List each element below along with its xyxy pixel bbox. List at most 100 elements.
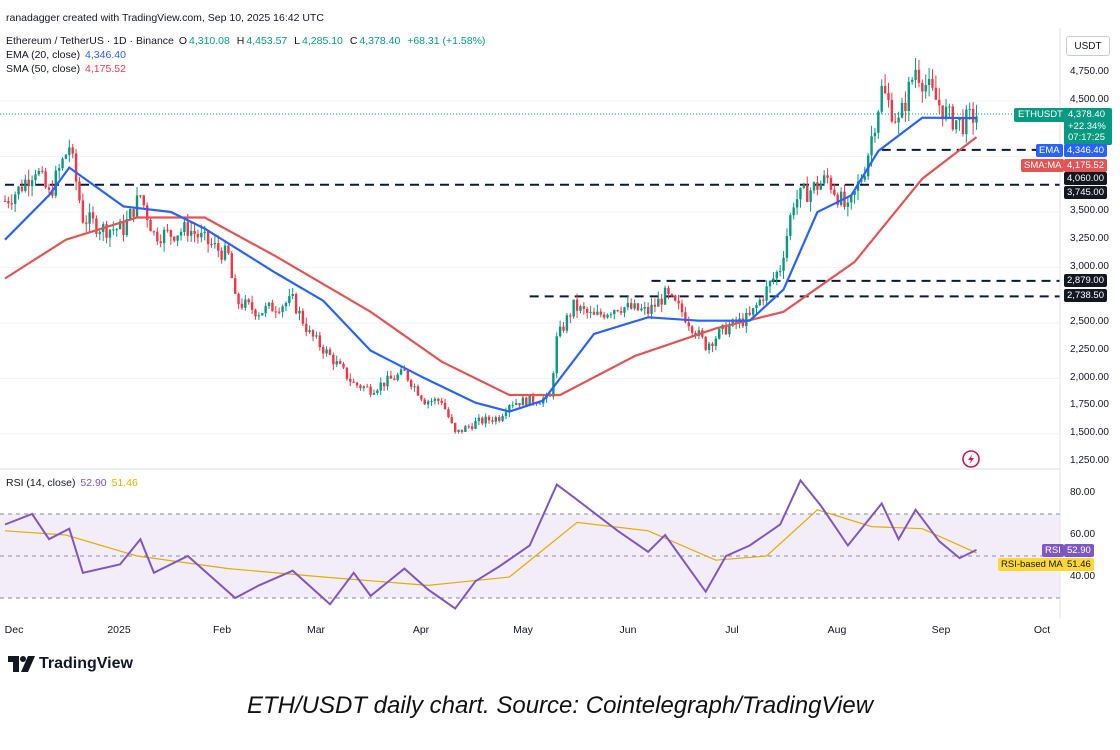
candle-body <box>704 336 707 350</box>
candle-body <box>325 349 328 354</box>
candle-body <box>802 184 806 188</box>
level-3745-badge: 3,745.00 <box>1064 186 1107 199</box>
candle-body <box>873 132 877 137</box>
sma-legend-name: SMA (50, close) <box>6 63 81 75</box>
candle-body <box>203 231 206 233</box>
candle-body <box>291 294 294 297</box>
candle-body <box>416 386 420 396</box>
candle-body <box>829 177 833 190</box>
price-tick: 3,000.00 <box>1070 261 1109 272</box>
candle-body <box>389 375 393 379</box>
candle-body <box>460 429 464 432</box>
chart-caption: ETH/USDT daily chart. Source: Cointelegr… <box>246 692 874 719</box>
candle-body <box>728 325 731 335</box>
candle-body <box>223 245 227 260</box>
candle-body <box>179 231 183 236</box>
candle-body <box>853 190 856 195</box>
candle-body <box>379 382 382 391</box>
candle-body <box>118 221 122 230</box>
candle-body <box>822 175 826 184</box>
rsi-path <box>4 478 977 610</box>
high-value: 4,453.57 <box>246 35 288 47</box>
candle-body <box>81 200 85 223</box>
candles <box>3 58 978 434</box>
candle-body <box>880 86 883 112</box>
candle-body <box>420 395 423 400</box>
candle-body <box>504 412 508 417</box>
price-tick: 1,500.00 <box>1070 427 1109 438</box>
rsi-ma-path <box>4 509 977 587</box>
candle-body <box>596 311 599 315</box>
candle-body <box>24 179 27 191</box>
candle-body <box>762 299 765 301</box>
candle-body <box>646 306 650 314</box>
candle-body <box>758 299 762 306</box>
sma-legend[interactable]: SMA (50, close) 4,175.52 <box>6 63 128 75</box>
candle-body <box>768 281 772 287</box>
candle-body <box>714 338 718 346</box>
candle-body <box>826 175 829 178</box>
candle-body <box>186 222 189 236</box>
price-tick: 2,000.00 <box>1070 372 1109 383</box>
candle-body <box>200 232 203 238</box>
candle-body <box>125 218 129 236</box>
candle-body <box>250 302 254 310</box>
candle-body <box>149 219 152 232</box>
candle-body <box>294 294 298 314</box>
candle-body <box>491 420 494 422</box>
candle-body <box>372 393 376 395</box>
candle-body <box>34 174 37 181</box>
candle-body <box>338 361 342 364</box>
candle-body <box>17 186 20 195</box>
candle-body <box>112 229 115 231</box>
candle-body <box>934 87 938 100</box>
candle-body <box>921 82 924 92</box>
candle-body <box>176 235 179 241</box>
rsi-ma-legend-value: 51.46 <box>111 477 138 489</box>
currency-unit-button[interactable]: USDT <box>1066 36 1110 56</box>
candle-body <box>27 179 30 187</box>
symbol-label[interactable]: Ethereum / TetherUS · 1D · Binance <box>6 35 174 47</box>
candle-body <box>481 417 484 424</box>
candle-body <box>531 395 535 403</box>
rsi-value-badge: 52.90 <box>1064 544 1094 557</box>
flash-icon[interactable] <box>962 450 980 468</box>
candle-body <box>37 170 41 175</box>
candle-body <box>623 307 626 313</box>
open-label: O <box>178 35 187 47</box>
candle-body <box>941 105 944 120</box>
candle-body <box>213 243 217 245</box>
candle-body <box>71 147 74 154</box>
candle-body <box>887 93 890 101</box>
candle-body <box>914 69 917 80</box>
candle-body <box>355 382 359 386</box>
candle-body <box>240 303 244 308</box>
rsi-legend[interactable]: RSI (14, close) 52.90 51.46 <box>6 477 140 489</box>
bar-countdown: 07:17:25 <box>1068 132 1105 143</box>
sma-line <box>4 136 978 397</box>
candle-body <box>369 386 372 395</box>
candle-body <box>352 381 355 383</box>
time-tick: Sep <box>931 624 951 636</box>
candle-body <box>674 295 677 301</box>
tradingview-logo[interactable]: TradingView <box>8 655 133 673</box>
candle-body <box>142 195 145 206</box>
candle-body <box>650 304 653 314</box>
candle-body <box>657 298 660 307</box>
candle-body <box>139 195 142 197</box>
candle-body <box>277 311 281 313</box>
ema-legend[interactable]: EMA (20, close) 4,346.40 <box>6 49 128 61</box>
candle-body <box>711 343 714 346</box>
candle-body <box>836 194 839 205</box>
candle-body <box>10 203 13 205</box>
candle-body <box>745 312 748 327</box>
rsi-tick: 60.00 <box>1070 529 1096 540</box>
candle-body <box>328 349 332 355</box>
candle-body <box>890 100 894 122</box>
candle-body <box>20 186 24 191</box>
candle-body <box>244 299 247 308</box>
candle-body <box>44 171 47 188</box>
low-label: L <box>294 35 301 47</box>
candle-body <box>156 231 159 242</box>
